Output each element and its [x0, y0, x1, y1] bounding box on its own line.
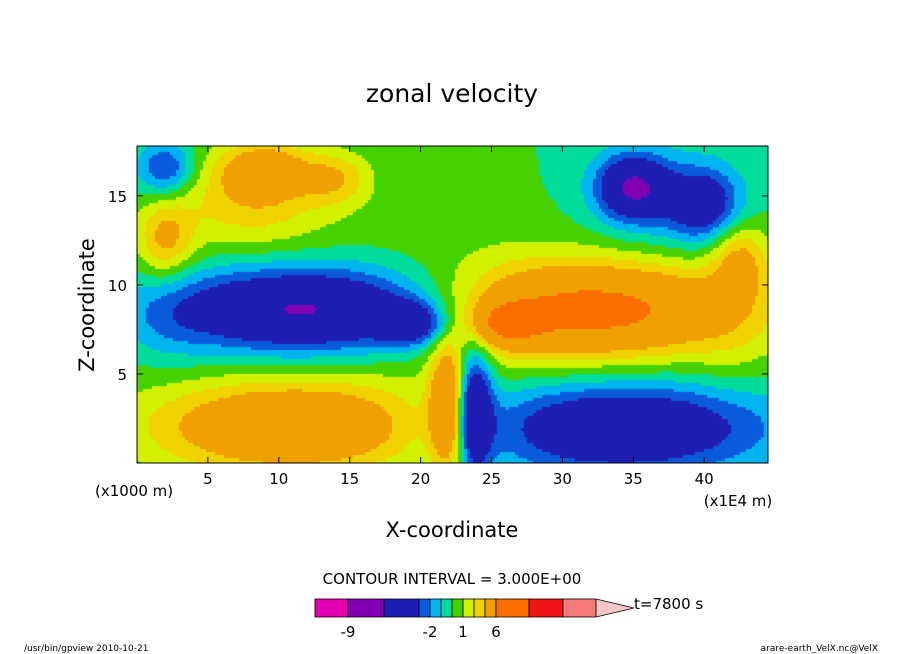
colorbar-tick-label: 6: [491, 623, 501, 641]
footer-right: arare-earth_VelX.nc@VelX: [761, 644, 878, 654]
x-tick-label: 10: [269, 470, 288, 488]
colorbar-box: [473, 598, 486, 618]
time-label: t=7800 s: [634, 595, 703, 613]
y-axis-label: Z-coordinate: [75, 238, 99, 372]
colorbar-tick-label: 1: [458, 623, 468, 641]
colorbar-box: [347, 598, 385, 618]
colorbar-tick-labels: -9 -2 1 6: [341, 623, 501, 641]
colorbar-box: [314, 598, 349, 618]
y-axis: 5 10 15: [108, 188, 768, 384]
colorbar-box: [462, 598, 475, 618]
y-tick-label: 5: [117, 366, 127, 384]
x-unit-right: (x1E4 m): [704, 492, 773, 510]
colorbar-box: [383, 598, 420, 618]
x-tick-label: 30: [553, 470, 572, 488]
colorbar-tick-label: -2: [423, 623, 438, 641]
x-unit-left: (x1000 m): [95, 482, 173, 500]
contour-interval-label: CONTOUR INTERVAL = 3.000E+00: [323, 570, 582, 588]
x-axis-label: X-coordinate: [386, 518, 519, 542]
x-axis: 5 10 15 20 25 30 35 40: [203, 146, 714, 488]
colorbar-box: [429, 598, 442, 618]
colorbar: [314, 598, 635, 618]
chart-title: zonal velocity: [366, 79, 538, 108]
colorbar-box: [495, 598, 530, 618]
x-tick-label: 20: [411, 470, 430, 488]
colorbar-arrow: [595, 598, 635, 618]
x-tick-label: 25: [482, 470, 501, 488]
y-tick-label: 15: [108, 188, 127, 206]
y-tick-label: 10: [108, 277, 127, 295]
x-tick-label: 40: [695, 470, 714, 488]
contour-plot: [136, 145, 769, 464]
footer-left: /usr/bin/gpview 2010-10-21: [24, 644, 148, 654]
colorbar-box: [440, 598, 453, 618]
x-tick-label: 35: [624, 470, 643, 488]
colorbar-box: [528, 598, 564, 618]
colorbar-box: [451, 598, 464, 618]
colorbar-box: [418, 598, 431, 618]
colorbar-box: [562, 598, 597, 618]
plot-frame: [136, 145, 769, 464]
contour-fill: [137, 146, 768, 463]
x-tick-label: 5: [203, 470, 213, 488]
colorbar-tick-label: -9: [341, 623, 356, 641]
colorbar-box: [484, 598, 497, 618]
x-tick-label: 15: [340, 470, 359, 488]
